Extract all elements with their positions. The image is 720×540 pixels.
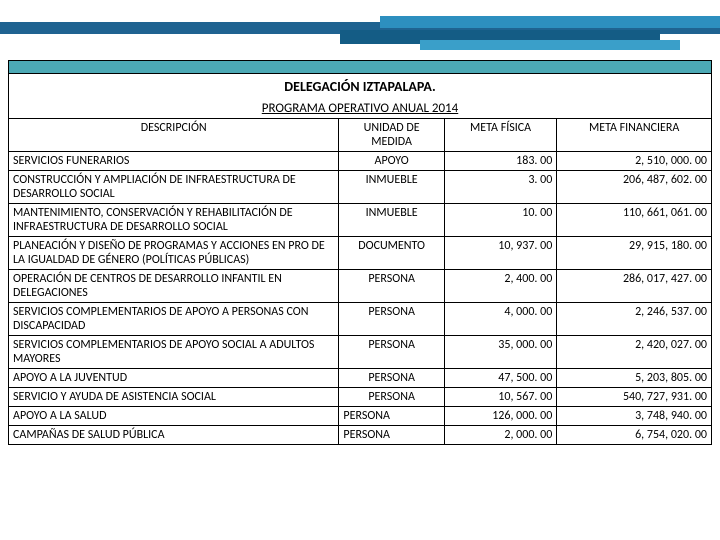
table-row: SERVICIOS COMPLEMENTARIOS DE APOYO A PER… bbox=[9, 303, 712, 336]
col-desc: DESCRIPCIÓN bbox=[9, 119, 339, 152]
cell-meta-fisica: 47, 500. 00 bbox=[444, 369, 556, 388]
cell-unit: DOCUMENTO bbox=[339, 237, 444, 270]
cell-meta-fisica: 3. 00 bbox=[444, 171, 556, 204]
cell-unit: PERSONA bbox=[339, 426, 444, 445]
cell-meta-fisica: 2, 000. 00 bbox=[444, 426, 556, 445]
cell-desc: MANTENIMIENTO, CONSERVACIÓN Y REHABILITA… bbox=[9, 204, 339, 237]
cell-desc: OPERACIÓN DE CENTROS DE DESARROLLO INFAN… bbox=[9, 270, 339, 303]
cell-desc: SERVICIOS COMPLEMENTARIOS DE APOYO A PER… bbox=[9, 303, 339, 336]
cell-unit: PERSONA bbox=[339, 407, 444, 426]
col-meta-fisica: META FÍSICA bbox=[444, 119, 556, 152]
page-subtitle: PROGRAMA OPERATIVO ANUAL 2014 bbox=[8, 101, 712, 118]
cell-unit: PERSONA bbox=[339, 303, 444, 336]
cell-desc: APOYO A LA JUVENTUD bbox=[9, 369, 339, 388]
table-header-row: DESCRIPCIÓN UNIDAD DE MEDIDA META FÍSICA… bbox=[9, 119, 712, 152]
main-content: DELEGACIÓN IZTAPALAPA. PROGRAMA OPERATIV… bbox=[0, 60, 720, 445]
table-row: OPERACIÓN DE CENTROS DE DESARROLLO INFAN… bbox=[9, 270, 712, 303]
cell-meta-financiera: 206, 487, 602. 00 bbox=[557, 171, 712, 204]
cell-desc: PLANEACIÓN Y DISEÑO DE PROGRAMAS Y ACCIO… bbox=[9, 237, 339, 270]
page-title: DELEGACIÓN IZTAPALAPA. bbox=[8, 74, 712, 101]
cell-meta-fisica: 4, 000. 00 bbox=[444, 303, 556, 336]
table-row: SERVICIO Y AYUDA DE ASISTENCIA SOCIALPER… bbox=[9, 388, 712, 407]
cell-desc: APOYO A LA SALUD bbox=[9, 407, 339, 426]
cell-meta-financiera: 3, 748, 940. 00 bbox=[557, 407, 712, 426]
cell-unit: INMUEBLE bbox=[339, 171, 444, 204]
cell-desc: CAMPAÑAS DE SALUD PÚBLICA bbox=[9, 426, 339, 445]
cell-desc: SERVICIOS FUNERARIOS bbox=[9, 152, 339, 171]
cell-desc: CONSTRUCCIÓN Y AMPLIACIÓN DE INFRAESTRUC… bbox=[9, 171, 339, 204]
table-row: CONSTRUCCIÓN Y AMPLIACIÓN DE INFRAESTRUC… bbox=[9, 171, 712, 204]
cell-meta-fisica: 35, 000. 00 bbox=[444, 336, 556, 369]
cell-meta-fisica: 10. 00 bbox=[444, 204, 556, 237]
cell-unit: APOYO bbox=[339, 152, 444, 171]
cell-meta-financiera: 6, 754, 020. 00 bbox=[557, 426, 712, 445]
table-row: SERVICIOS COMPLEMENTARIOS DE APOYO SOCIA… bbox=[9, 336, 712, 369]
table-row: PLANEACIÓN Y DISEÑO DE PROGRAMAS Y ACCIO… bbox=[9, 237, 712, 270]
cell-meta-financiera: 29, 915, 180. 00 bbox=[557, 237, 712, 270]
cell-desc: SERVICIOS COMPLEMENTARIOS DE APOYO SOCIA… bbox=[9, 336, 339, 369]
cell-unit: INMUEBLE bbox=[339, 204, 444, 237]
table-row: APOYO A LA JUVENTUDPERSONA47, 500. 005, … bbox=[9, 369, 712, 388]
cell-unit: PERSONA bbox=[339, 336, 444, 369]
cell-meta-financiera: 2, 510, 000. 00 bbox=[557, 152, 712, 171]
table-row: SERVICIOS FUNERARIOSAPOYO183. 002, 510, … bbox=[9, 152, 712, 171]
table-row: MANTENIMIENTO, CONSERVACIÓN Y REHABILITA… bbox=[9, 204, 712, 237]
cell-meta-fisica: 126, 000. 00 bbox=[444, 407, 556, 426]
cell-unit: PERSONA bbox=[339, 270, 444, 303]
program-table: DESCRIPCIÓN UNIDAD DE MEDIDA META FÍSICA… bbox=[8, 118, 712, 445]
cell-unit: PERSONA bbox=[339, 388, 444, 407]
table-row: CAMPAÑAS DE SALUD PÚBLICAPERSONA2, 000. … bbox=[9, 426, 712, 445]
cell-meta-financiera: 2, 246, 537. 00 bbox=[557, 303, 712, 336]
cell-meta-fisica: 10, 567. 00 bbox=[444, 388, 556, 407]
cell-unit: PERSONA bbox=[339, 369, 444, 388]
cell-meta-financiera: 286, 017, 427. 00 bbox=[557, 270, 712, 303]
cell-meta-fisica: 10, 937. 00 bbox=[444, 237, 556, 270]
cell-meta-financiera: 5, 203, 805. 00 bbox=[557, 369, 712, 388]
cell-meta-financiera: 110, 661, 061. 00 bbox=[557, 204, 712, 237]
cell-meta-financiera: 540, 727, 931. 00 bbox=[557, 388, 712, 407]
cell-meta-financiera: 2, 420, 027. 00 bbox=[557, 336, 712, 369]
table-row: APOYO A LA SALUDPERSONA126, 000. 003, 74… bbox=[9, 407, 712, 426]
title-color-band bbox=[8, 60, 712, 74]
col-meta-financiera: META FINANCIERA bbox=[557, 119, 712, 152]
cell-meta-fisica: 183. 00 bbox=[444, 152, 556, 171]
col-unit: UNIDAD DE MEDIDA bbox=[339, 119, 444, 152]
cell-meta-fisica: 2, 400. 00 bbox=[444, 270, 556, 303]
cell-desc: SERVICIO Y AYUDA DE ASISTENCIA SOCIAL bbox=[9, 388, 339, 407]
decorative-header-bars bbox=[0, 0, 720, 60]
